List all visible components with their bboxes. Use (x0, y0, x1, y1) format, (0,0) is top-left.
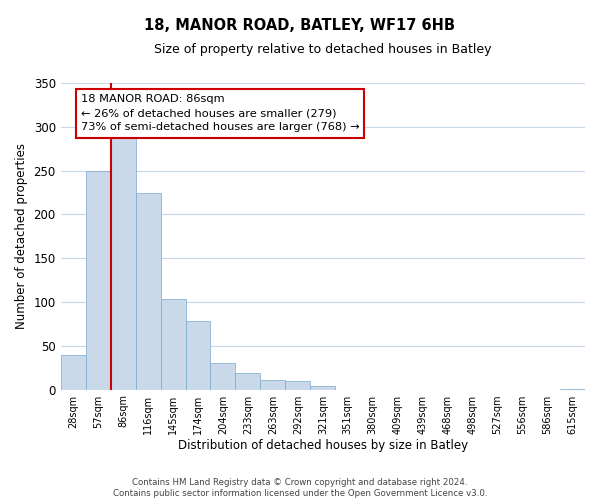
Bar (211, 364, 235, 390)
Bar (136, 192, 161, 390)
X-axis label: Distribution of detached houses by size in Batley: Distribution of detached houses by size … (178, 440, 468, 452)
Bar (185, 322, 211, 390)
Bar (161, 300, 185, 390)
Text: 18 MANOR ROAD: 86sqm
← 26% of detached houses are smaller (279)
73% of semi-deta: 18 MANOR ROAD: 86sqm ← 26% of detached h… (80, 94, 359, 132)
Title: Size of property relative to detached houses in Batley: Size of property relative to detached ho… (154, 42, 491, 56)
Text: Contains HM Land Registry data © Crown copyright and database right 2024.
Contai: Contains HM Land Registry data © Crown c… (113, 478, 487, 498)
Bar (61, 356, 86, 390)
Bar (310, 386, 335, 390)
Bar (235, 373, 260, 390)
Bar (260, 380, 286, 390)
Bar (110, 133, 136, 390)
Text: 18, MANOR ROAD, BATLEY, WF17 6HB: 18, MANOR ROAD, BATLEY, WF17 6HB (145, 18, 455, 32)
Y-axis label: Number of detached properties: Number of detached properties (15, 144, 28, 330)
Bar (560, 388, 585, 390)
Bar (86, 170, 110, 390)
Bar (286, 381, 310, 390)
